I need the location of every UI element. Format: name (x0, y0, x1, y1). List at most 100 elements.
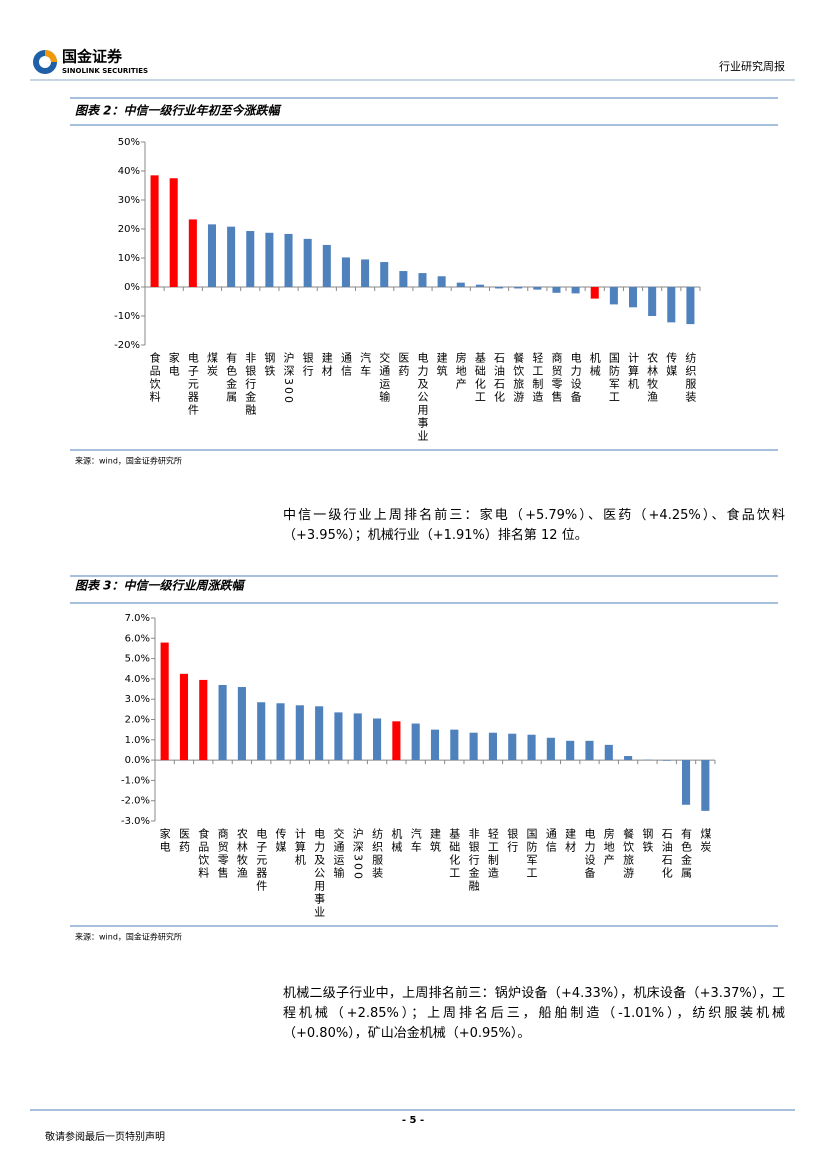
x-tick-label: 纺织服装 (684, 351, 697, 404)
x-tick-label: 电力及公用事业 (416, 352, 429, 443)
bar (207, 224, 217, 287)
x-tick-label: 商贸零售 (550, 351, 563, 404)
report-type: 行业研究周报 (719, 59, 785, 73)
paragraph: 中信一级行业上周排名前三：家电（+5.79%）、医药（+4.25%）、食品饮料（… (283, 508, 785, 543)
x-tick-label: 家电 (167, 351, 180, 378)
logo-en: SINOLINK SECURITIES (62, 67, 148, 75)
x-tick-label: 农林牧渔 (646, 351, 659, 404)
logo-cn: 国金证券 (62, 48, 123, 66)
y-tick-label: -10% (114, 311, 140, 322)
bar (604, 744, 613, 761)
y-tick-label: 1.0% (125, 735, 150, 746)
x-tick-label: 钢铁 (263, 352, 276, 378)
bar (495, 287, 504, 289)
bar (199, 679, 208, 761)
bar (609, 287, 618, 305)
bar (179, 673, 189, 761)
x-tick-label: 建筑 (435, 351, 448, 378)
x-tick-label: 有色金属 (680, 827, 693, 880)
x-tick-label: 轻工制造 (486, 827, 499, 880)
x-tick-label: 机械 (390, 827, 403, 854)
bar (237, 687, 246, 761)
logo-accent (45, 50, 57, 62)
bar (373, 718, 382, 761)
x-tick-label: 纺织服装 (371, 827, 384, 880)
bar (380, 262, 389, 287)
x-tick-label: 煤炭 (699, 828, 712, 854)
bar (488, 732, 497, 761)
bar (399, 271, 408, 287)
bar (667, 287, 676, 323)
y-tick-label: -20% (114, 340, 140, 351)
x-tick-label: 房地产 (602, 828, 615, 867)
x-tick-label: 交通运输 (378, 351, 391, 404)
x-tick-label: 石油石化 (660, 828, 673, 880)
x-tick-label: 非银行金融 (244, 352, 257, 417)
x-tick-label: 交通运输 (332, 827, 345, 880)
bar (571, 287, 580, 294)
y-tick-label: 6.0% (125, 633, 150, 644)
bar (681, 760, 691, 805)
bar (527, 734, 536, 761)
bar (284, 233, 293, 287)
bar (514, 287, 523, 289)
figure-source: 来源：wind，国金证券研究所 (75, 932, 182, 942)
y-tick-label: 4.0% (125, 674, 150, 685)
bar (566, 740, 575, 761)
y-tick-label: 7.0% (125, 613, 150, 624)
x-tick-label: 医药 (177, 828, 190, 854)
x-tick-label: 建材 (320, 351, 333, 378)
bar (227, 226, 236, 287)
figure-source: 来源：wind，国金证券研究所 (75, 456, 182, 466)
bar (662, 760, 671, 761)
bar (533, 287, 542, 290)
x-tick-label: 电子元器件 (255, 828, 268, 893)
x-tick-label: 基础化工 (473, 352, 486, 404)
x-tick-label: 农林牧渔 (235, 827, 248, 880)
x-tick-label: 房地产 (454, 352, 467, 391)
x-tick-label: 通信 (544, 828, 557, 854)
x-tick-label: 汽车 (409, 827, 422, 854)
bar (315, 706, 324, 761)
bar (361, 259, 370, 287)
x-tick-label: 沪深300 (351, 827, 364, 881)
y-tick-label: -2.0% (121, 796, 150, 807)
bar (169, 178, 178, 287)
y-tick-label: 30% (118, 195, 140, 206)
y-tick-label: 20% (118, 224, 140, 235)
x-tick-label: 传媒 (665, 352, 678, 378)
x-tick-label: 石油石化 (493, 352, 506, 404)
bar (450, 729, 459, 761)
x-tick-label: 汽车 (359, 351, 372, 378)
bar (341, 257, 350, 287)
x-tick-label: 电力及公用事业 (313, 828, 326, 919)
x-tick-label: 计算机 (627, 352, 640, 391)
x-tick-label: 电力设备 (569, 352, 582, 404)
x-tick-label: 国防军工 (607, 352, 620, 404)
bar (257, 702, 266, 761)
x-tick-label: 餐饮旅游 (512, 351, 525, 404)
bar (430, 729, 440, 761)
bar (411, 723, 420, 761)
bar (265, 232, 274, 287)
bar (322, 244, 331, 287)
bar (552, 287, 561, 293)
y-tick-label: 10% (118, 253, 140, 264)
x-tick-label: 食品饮料 (197, 827, 210, 880)
x-tick-label: 传媒 (274, 828, 287, 854)
bar (392, 721, 401, 761)
bar (590, 287, 599, 299)
x-tick-label: 电力设备 (583, 828, 596, 880)
bar (628, 287, 638, 308)
bar (648, 287, 657, 316)
y-tick-label: 5.0% (125, 654, 150, 665)
bar (701, 760, 710, 811)
x-tick-label: 银行 (301, 351, 314, 378)
y-tick-label: 3.0% (125, 694, 150, 705)
bar (546, 737, 555, 761)
figure-title: 图表 3：中信一级行业周涨跌幅 (75, 579, 247, 593)
bar (686, 287, 695, 325)
bar (353, 713, 362, 761)
